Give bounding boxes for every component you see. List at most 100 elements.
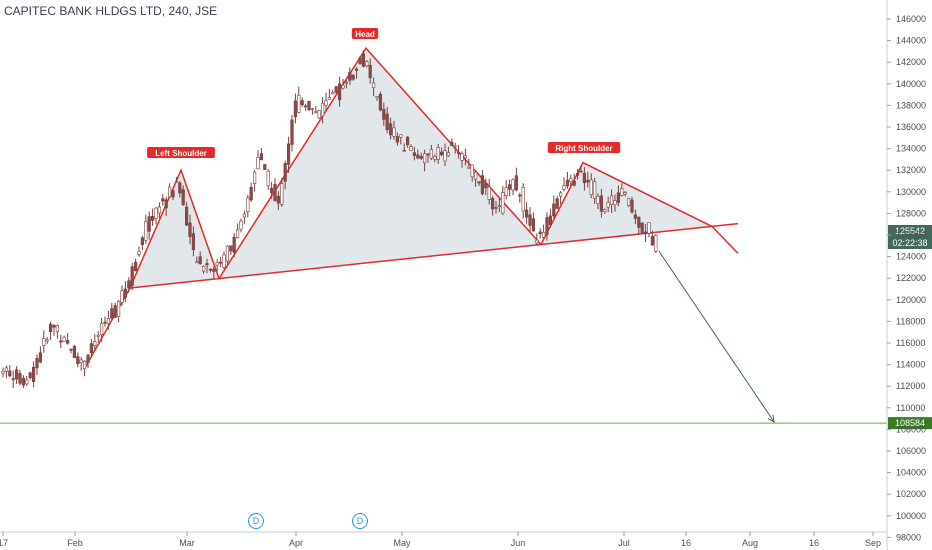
right-shoulder-label: Right Shoulder [555,144,612,153]
y-tick-label: 142000 [896,57,926,67]
candle-body [8,370,12,377]
x-tick-label: Jun [511,538,526,548]
right-shoulder-label-bg [547,142,621,153]
target-price-tag: 108584 [895,418,925,428]
y-tick-label: 106000 [896,446,926,456]
candle-body [453,145,457,148]
candle-body [365,61,369,67]
countdown-tag-bg [888,237,932,249]
x-tick-label: Aug [742,538,758,548]
candle-body [253,171,257,184]
candle-body [4,367,8,372]
candle-body [562,185,566,190]
left-shoulder-label: Left Shoulder [155,149,207,158]
candle-body [501,192,505,214]
y-tick-label: 128000 [896,208,926,218]
candle-body [317,110,321,119]
candle-body [69,348,73,351]
candle-body [297,94,301,113]
y-tick-label: 116000 [896,338,925,348]
candle-body [531,218,535,232]
candle-body [647,222,651,234]
candle-body [38,352,42,363]
candle-body [307,101,311,110]
candle-body [300,100,304,106]
candle-body [484,182,488,189]
y-tick-label: 122000 [896,273,926,283]
y-tick-label: 112000 [896,381,925,391]
y-tick-label: 104000 [896,468,926,478]
candle-body [494,207,498,209]
candle-body [463,155,468,159]
projection-arrow [658,250,775,423]
candle-body [477,181,481,184]
neckline-extension [711,225,739,254]
candle-body [443,150,447,162]
candle-body [337,83,342,101]
candle-body [283,163,287,182]
candle-body [487,186,491,200]
candle-body [117,301,121,317]
candle-body [348,71,352,81]
candle-body [76,356,80,365]
candle-body [130,266,134,286]
candle-body [586,179,590,183]
candle-body [137,251,141,255]
candle-body [399,134,403,138]
annotations-layer: Left Shoulder Head Right Shoulder 125542 02:… [147,28,932,529]
left-shoulder-label-bg [147,147,215,158]
candle-body [191,233,196,251]
candle-body [314,111,318,113]
candle-body [402,149,406,152]
candle-body [185,206,189,226]
candle-body [616,192,620,203]
candle-body [202,266,206,272]
candle-body [650,236,654,246]
candle-body [134,261,138,272]
candle-body [416,154,420,159]
candle-body [579,170,583,173]
candle-body [405,136,410,146]
pattern-outline [84,46,713,369]
candle-body [198,256,202,264]
candle-body [630,199,634,213]
candle-body [327,96,332,100]
y-tick-label: 102000 [896,489,926,499]
candle-body [147,216,151,232]
candle-body [164,199,168,209]
candle-body [157,206,162,214]
candle-body [606,202,610,208]
candle-body [28,372,32,379]
candle-body [93,341,97,346]
dividend-marker-label: D [253,516,260,526]
candle-body [371,82,376,89]
x-tick-label: Mar [179,538,195,548]
candle-body [358,57,362,64]
candle-body [293,100,298,118]
candle-body [286,143,291,165]
x-tick-label: 17 [0,538,8,548]
candle-body [599,195,603,212]
y-tick-label: 140000 [896,79,926,89]
candle-body [378,93,383,111]
candle-body [637,216,641,228]
y-tick-label: 136000 [896,122,926,132]
candle-body [490,198,495,210]
countdown-tag: 02:22:38 [892,238,927,248]
candle-body [123,288,127,298]
candle-body [392,127,396,137]
candle-body [239,220,243,230]
head-label-bg [351,28,379,39]
candle-body [324,100,328,106]
candle-body [168,186,172,198]
y-tick-label: 98000 [896,532,921,542]
candle-body [354,68,359,71]
y-tick-label: 144000 [896,36,926,46]
y-tick-label: 108000 [896,424,926,434]
candle-body [654,235,658,252]
candle-body [100,323,104,335]
candle-body [188,222,192,237]
candle-body [303,105,308,108]
dividend-marker [248,513,264,529]
